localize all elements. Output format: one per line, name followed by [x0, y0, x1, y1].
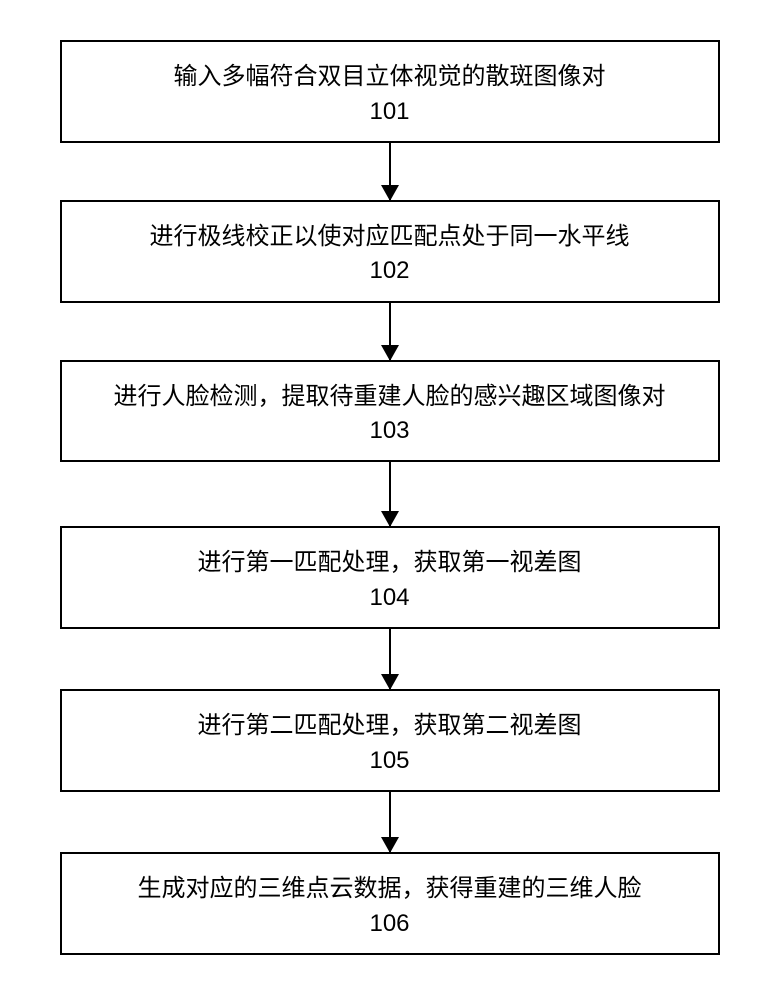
node-text: 进行极线校正以使对应匹配点处于同一水平线 [150, 220, 630, 254]
node-number: 102 [369, 255, 409, 286]
flowchart-node: 进行人脸检测，提取待重建人脸的感兴趣区域图像对 103 [60, 360, 720, 463]
arrow-icon [389, 462, 391, 526]
arrow-icon [389, 303, 391, 360]
arrow-icon [389, 792, 391, 852]
node-number: 105 [369, 745, 409, 776]
flowchart-node: 进行第一匹配处理，获取第一视差图 104 [60, 526, 720, 629]
node-number: 104 [369, 582, 409, 613]
node-text: 进行第二匹配处理，获取第二视差图 [198, 709, 582, 743]
node-text: 进行人脸检测，提取待重建人脸的感兴趣区域图像对 [114, 380, 666, 414]
arrow-icon [389, 629, 391, 689]
node-text: 输入多幅符合双目立体视觉的散斑图像对 [174, 60, 606, 94]
node-number: 106 [369, 908, 409, 939]
flowchart-node: 进行第二匹配处理，获取第二视差图 105 [60, 689, 720, 792]
flowchart-node: 生成对应的三维点云数据，获得重建的三维人脸 106 [60, 852, 720, 955]
node-text: 进行第一匹配处理，获取第一视差图 [198, 546, 582, 580]
node-text: 生成对应的三维点云数据，获得重建的三维人脸 [138, 872, 642, 906]
node-number: 103 [369, 415, 409, 446]
flowchart-container: 输入多幅符合双目立体视觉的散斑图像对 101 进行极线校正以使对应匹配点处于同一… [60, 40, 720, 955]
node-number: 101 [369, 96, 409, 127]
flowchart-node: 进行极线校正以使对应匹配点处于同一水平线 102 [60, 200, 720, 303]
arrow-icon [389, 143, 391, 200]
flowchart-node: 输入多幅符合双目立体视觉的散斑图像对 101 [60, 40, 720, 143]
